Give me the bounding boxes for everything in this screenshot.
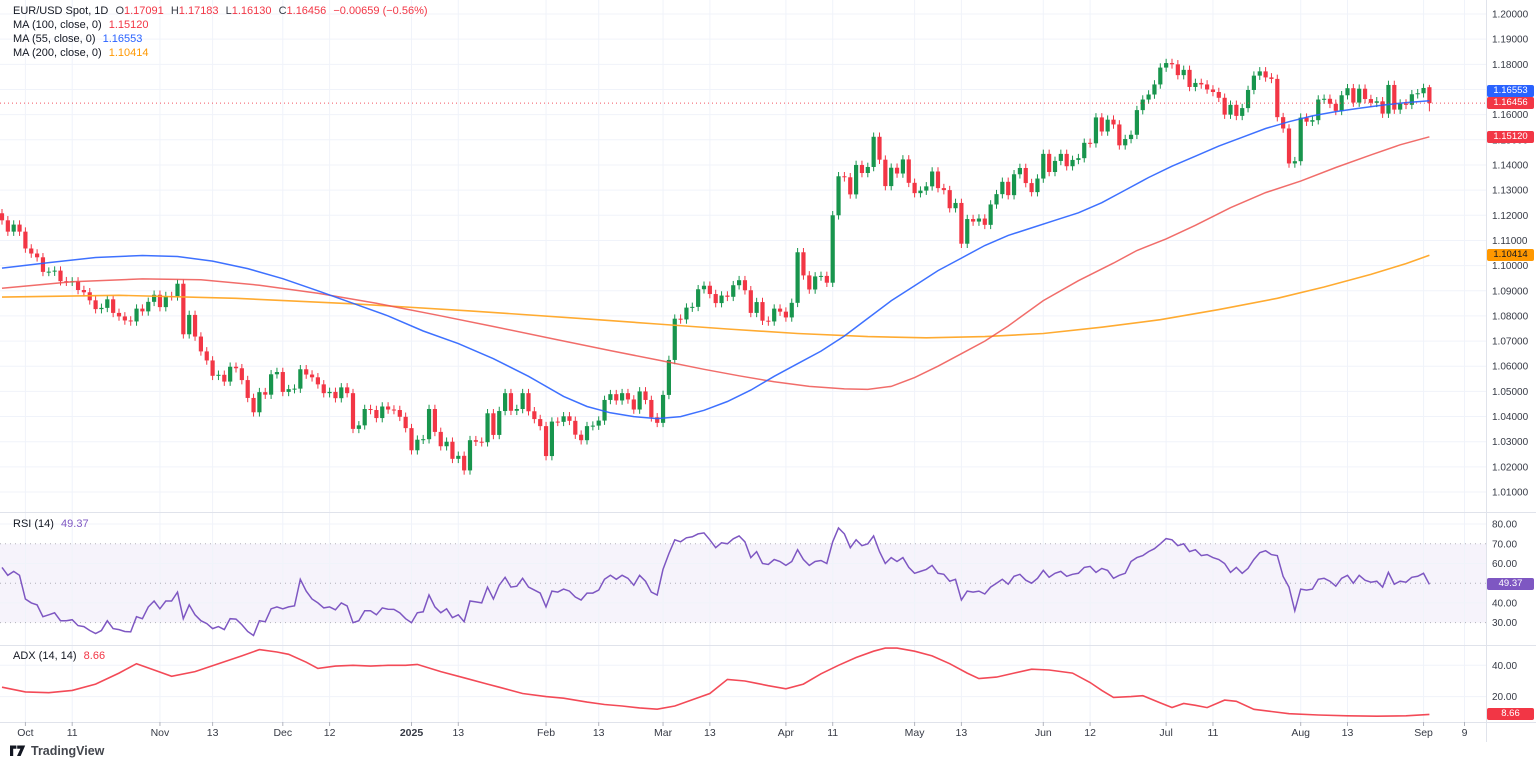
ma-55-line bbox=[1, 99, 1430, 420]
svg-text:9: 9 bbox=[1462, 727, 1468, 739]
ma200-price-badge: 1.10414 bbox=[1487, 249, 1534, 262]
open-label: O bbox=[115, 5, 124, 17]
svg-text:1.16000: 1.16000 bbox=[1492, 110, 1529, 121]
ma100-label: MA (100, close, 0) bbox=[13, 19, 102, 31]
candlestick-series bbox=[0, 58, 1432, 475]
svg-text:1.09000: 1.09000 bbox=[1492, 286, 1529, 297]
adx-value: 8.66 bbox=[83, 650, 106, 662]
svg-text:Mar: Mar bbox=[654, 727, 673, 739]
svg-text:1.06000: 1.06000 bbox=[1492, 362, 1529, 373]
svg-text:12: 12 bbox=[324, 727, 336, 739]
svg-text:11: 11 bbox=[1207, 727, 1218, 739]
ma100-value: 1.15120 bbox=[108, 19, 149, 31]
svg-text:1.10000: 1.10000 bbox=[1492, 261, 1529, 272]
svg-text:30.00: 30.00 bbox=[1492, 618, 1517, 629]
svg-text:13: 13 bbox=[452, 727, 464, 739]
svg-text:Feb: Feb bbox=[537, 727, 555, 739]
svg-text:40.00: 40.00 bbox=[1492, 598, 1517, 609]
rsi-label: RSI (14) bbox=[13, 518, 54, 530]
ma100-legend-row[interactable]: MA (100, close, 0) 1.15120 bbox=[13, 19, 428, 32]
svg-text:May: May bbox=[905, 727, 926, 739]
ma200-label: MA (200, close, 0) bbox=[13, 47, 102, 59]
rsi-value: 49.37 bbox=[61, 518, 89, 530]
svg-text:1.12000: 1.12000 bbox=[1492, 211, 1529, 222]
svg-text:12: 12 bbox=[1084, 727, 1096, 739]
svg-text:Nov: Nov bbox=[151, 727, 170, 739]
svg-text:13: 13 bbox=[593, 727, 605, 739]
svg-text:1.04000: 1.04000 bbox=[1492, 412, 1529, 423]
svg-text:1.13000: 1.13000 bbox=[1492, 186, 1529, 197]
svg-text:1.14000: 1.14000 bbox=[1492, 160, 1529, 171]
ma55-legend-row[interactable]: MA (55, close, 0) 1.16553 bbox=[13, 33, 428, 46]
svg-text:Sep: Sep bbox=[1414, 727, 1433, 739]
svg-text:13: 13 bbox=[956, 727, 968, 739]
tradingview-wordmark: TradingView bbox=[31, 744, 105, 758]
adx-label: ADX (14, 14) bbox=[13, 650, 77, 662]
svg-text:1.03000: 1.03000 bbox=[1492, 437, 1529, 448]
svg-text:1.08000: 1.08000 bbox=[1492, 311, 1529, 322]
low-value: 1.16130 bbox=[231, 5, 272, 17]
panel-separators bbox=[0, 0, 1536, 742]
adx-legend[interactable]: ADX (14, 14) 8.66 bbox=[13, 650, 105, 664]
svg-text:70.00: 70.00 bbox=[1492, 539, 1517, 550]
tradingview-logo-icon bbox=[10, 745, 26, 756]
svg-text:1.07000: 1.07000 bbox=[1492, 337, 1529, 348]
svg-text:11: 11 bbox=[827, 727, 838, 739]
svg-text:60.00: 60.00 bbox=[1492, 559, 1517, 570]
last-price-badge: 1.16456 bbox=[1487, 97, 1534, 110]
change-value: −0.00659 (−0.56%) bbox=[333, 5, 428, 17]
svg-text:1.19000: 1.19000 bbox=[1492, 35, 1529, 46]
open-value: 1.17091 bbox=[124, 5, 164, 17]
close-value: 1.16456 bbox=[286, 5, 327, 17]
ma55-label: MA (55, close, 0) bbox=[13, 33, 96, 45]
high-label: H bbox=[170, 5, 179, 17]
adx-line bbox=[1, 647, 1430, 718]
ma55-value: 1.16553 bbox=[102, 33, 143, 45]
symbol-title: EUR/USD Spot, 1D bbox=[13, 5, 109, 17]
close-label: C bbox=[278, 5, 287, 17]
ma200-legend-row[interactable]: MA (200, close, 0) 1.10414 bbox=[13, 47, 428, 60]
svg-text:11: 11 bbox=[67, 727, 78, 739]
symbol-legend-row[interactable]: EUR/USD Spot, 1D O1.17091 H1.17183 L1.16… bbox=[13, 5, 428, 18]
ma100-price-badge: 1.15120 bbox=[1487, 130, 1534, 143]
svg-text:Jun: Jun bbox=[1035, 727, 1052, 739]
svg-text:Oct: Oct bbox=[17, 727, 33, 739]
svg-text:13: 13 bbox=[704, 727, 716, 739]
rsi-band bbox=[0, 543, 1486, 623]
svg-text:13: 13 bbox=[207, 727, 219, 739]
svg-text:40.00: 40.00 bbox=[1492, 661, 1517, 672]
svg-text:80.00: 80.00 bbox=[1492, 520, 1517, 531]
ma200-value: 1.10414 bbox=[108, 47, 149, 59]
svg-text:2025: 2025 bbox=[400, 727, 424, 739]
svg-text:Aug: Aug bbox=[1291, 727, 1310, 739]
svg-text:1.18000: 1.18000 bbox=[1492, 60, 1529, 71]
tradingview-logo[interactable]: TradingView bbox=[10, 744, 104, 758]
time-axis-labels[interactable]: Oct 11 Nov 13 Dec 12 2025 13 Feb 13 Mar 13 Apr 11 May 1… bbox=[17, 722, 1468, 739]
svg-text:Jul: Jul bbox=[1159, 727, 1172, 739]
svg-text:1.02000: 1.02000 bbox=[1492, 462, 1529, 473]
ma-100-line bbox=[1, 136, 1430, 391]
high-value: 1.17183 bbox=[178, 5, 219, 17]
svg-text:Dec: Dec bbox=[273, 727, 292, 739]
ma55-price-badge: 1.16553 bbox=[1487, 85, 1534, 98]
rsi-line bbox=[1, 526, 1431, 637]
rsi-value-badge: 49.37 bbox=[1487, 578, 1534, 591]
svg-text:1.11000: 1.11000 bbox=[1492, 236, 1528, 247]
gridlines bbox=[0, 0, 1486, 722]
svg-text:1.20000: 1.20000 bbox=[1492, 10, 1529, 21]
price-axis-labels[interactable]: 1.200001.190001.180001.170001.160001.150… bbox=[1492, 10, 1529, 704]
rsi-legend[interactable]: RSI (14) 49.37 bbox=[13, 518, 89, 532]
svg-text:13: 13 bbox=[1342, 727, 1354, 739]
svg-text:1.01000: 1.01000 bbox=[1492, 488, 1529, 499]
adx-value-badge: 8.66 bbox=[1487, 708, 1534, 721]
svg-text:1.05000: 1.05000 bbox=[1492, 387, 1529, 398]
svg-text:Apr: Apr bbox=[778, 727, 795, 739]
svg-text:20.00: 20.00 bbox=[1492, 692, 1517, 703]
symbol-legend: EUR/USD Spot, 1D O1.17091 H1.17183 L1.16… bbox=[13, 5, 428, 61]
low-label: L bbox=[225, 5, 232, 17]
